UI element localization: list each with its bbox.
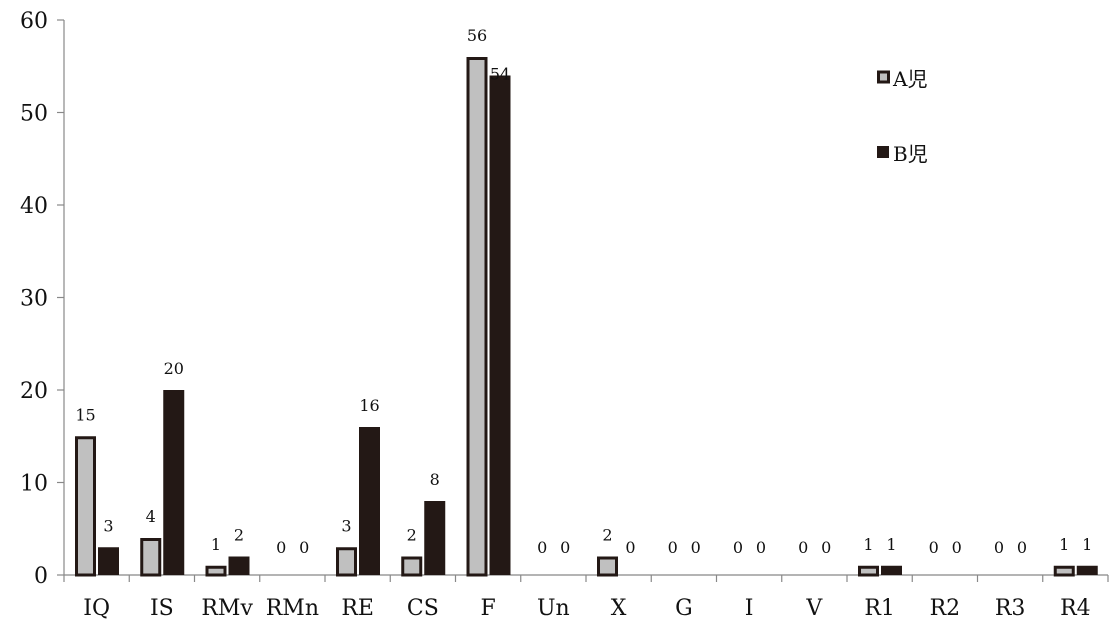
x-tick-label: R3: [995, 596, 1026, 621]
bar-series-b: [489, 75, 511, 575]
x-tick-label: Un: [537, 596, 570, 621]
data-label-series-a: 2: [602, 526, 612, 545]
bar-series-a: [858, 565, 879, 577]
y-tick-label: 60: [20, 9, 48, 34]
data-label-series-b: 0: [821, 538, 831, 557]
data-label-series-a: 0: [798, 538, 808, 557]
x-tick-label: CS: [407, 596, 439, 621]
x-tick-label: F: [480, 596, 495, 621]
legend-label: A児: [892, 67, 927, 91]
data-label-series-a: 15: [75, 405, 95, 424]
data-label-series-a: 4: [146, 507, 156, 526]
legend: A児 B児: [877, 67, 928, 166]
data-label-series-a: 0: [929, 538, 939, 557]
data-label-series-b: 8: [430, 470, 440, 489]
x-tick-label: R1: [864, 596, 895, 621]
data-label-series-b: 2: [234, 526, 244, 545]
y-tick-label: 30: [20, 287, 48, 312]
bar-series-a: [401, 556, 423, 577]
data-label-series-b: 0: [756, 538, 766, 557]
data-label-series-b: 3: [103, 516, 113, 535]
data-label-series-a: 0: [733, 538, 743, 557]
x-tick-label: IQ: [83, 596, 110, 621]
x-tick-label: RMn: [266, 596, 319, 621]
data-label-series-a: 0: [994, 538, 1004, 557]
y-tick-label: 0: [34, 564, 48, 589]
bar-series-b: [359, 427, 380, 575]
legend-label: B児: [893, 142, 928, 166]
bar-series-a: [597, 556, 618, 577]
y-tick-label: 20: [20, 379, 48, 404]
data-label-series-b: 1: [1082, 535, 1092, 554]
y-tick-label: 50: [20, 102, 48, 127]
x-tick-label: V: [805, 596, 823, 621]
legend-swatch-b: [877, 146, 889, 158]
data-label-series-a: 1: [211, 535, 221, 554]
data-label-series-a: 1: [1059, 535, 1069, 554]
data-label-series-b: 16: [359, 396, 379, 415]
x-tick-label: IS: [150, 596, 174, 621]
bar-series-b: [1076, 565, 1098, 575]
bar-series-a: [205, 565, 227, 577]
bar-series-b: [228, 556, 250, 575]
bar-series-a: [466, 57, 488, 577]
y-tick-label: 10: [20, 472, 48, 497]
data-label-series-b: 1: [886, 535, 896, 554]
bar-series-b: [98, 547, 119, 575]
data-label-series-b: 54: [490, 65, 510, 84]
bar-series-a: [336, 547, 357, 577]
data-label-series-a: 0: [668, 538, 678, 557]
bar-series-a: [140, 538, 162, 577]
x-tick-label: RE: [341, 596, 374, 621]
data-label-series-b: 0: [625, 538, 635, 557]
bars: [75, 57, 1098, 577]
data-label-series-b: 0: [1017, 538, 1027, 557]
data-label-series-a: 56: [467, 26, 487, 45]
bar-series-b: [881, 565, 902, 575]
data-label-series-a: 1: [863, 535, 873, 554]
x-tick-label: G: [675, 596, 693, 621]
data-label-series-a: 0: [276, 538, 286, 557]
bar-series-b: [163, 390, 185, 575]
bar-series-b: [424, 501, 446, 575]
data-label-series-a: 3: [341, 516, 351, 535]
data-label-series-b: 0: [691, 538, 701, 557]
data-label-series-b: 20: [164, 359, 184, 378]
x-tick-label: R2: [930, 596, 961, 621]
bar-series-a: [75, 436, 96, 577]
data-label-series-a: 2: [407, 526, 417, 545]
x-tick-label: R4: [1060, 596, 1091, 621]
data-label-series-b: 0: [299, 538, 309, 557]
data-label-series-a: 0: [537, 538, 547, 557]
bar-series-a: [1053, 565, 1075, 577]
x-tick-label: I: [745, 596, 754, 621]
data-label-series-b: 0: [952, 538, 962, 557]
data-label-series-b: 0: [560, 538, 570, 557]
x-tick-label: X: [611, 596, 627, 621]
y-tick-label: 40: [20, 194, 48, 219]
x-tick-label: RMv: [201, 596, 253, 621]
legend-swatch-a: [877, 70, 890, 84]
